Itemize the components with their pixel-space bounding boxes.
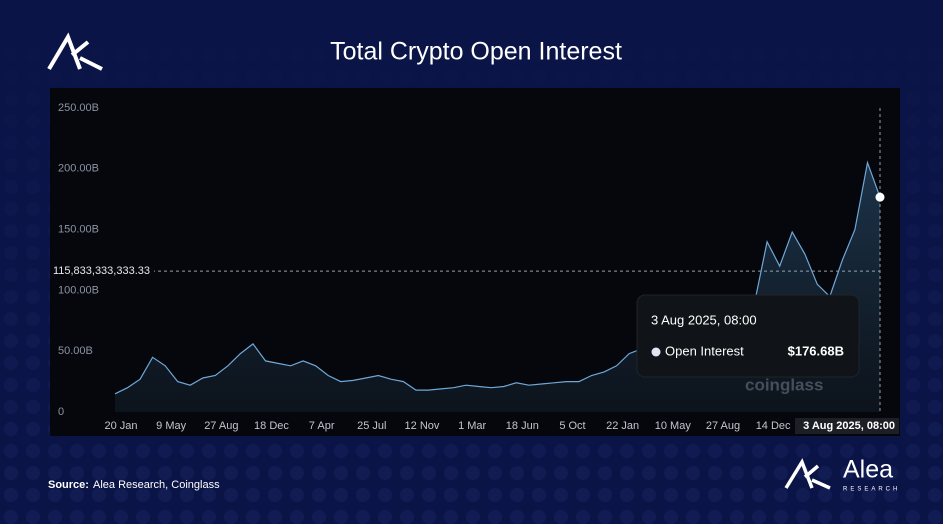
x-tick-label: 25 Jul [357, 420, 386, 432]
x-tick-label: 20 Jan [104, 420, 137, 432]
y-tick-label: 100.00B [58, 284, 99, 296]
x-tick-label: 1 Mar [458, 420, 486, 432]
brand-name: Alea [843, 456, 893, 484]
x-tick-label: 5 Oct [559, 420, 585, 432]
x-tick-label: 22 Jan [606, 420, 639, 432]
source-label: Source: [48, 479, 89, 491]
x-label-highlight [795, 418, 899, 434]
x-tick-label: 18 Dec [254, 420, 289, 432]
tooltip-title: 3 Aug 2025, 08:00 [651, 312, 757, 327]
x-tick-label: 12 Nov [405, 420, 440, 432]
tooltip [636, 294, 860, 378]
x-tick-label: 27 Aug [706, 420, 740, 432]
x-tick-label: 7 Apr [309, 420, 335, 432]
y-tick-label: 150.00B [58, 224, 99, 236]
logo-mark [47, 32, 103, 71]
x-tick-label: 9 May [156, 420, 186, 432]
crosshair-label-bg [50, 263, 154, 280]
x-tick-label: 14 Dec [756, 420, 791, 432]
y-tick-label: 0 [58, 406, 64, 418]
chart-title: Total Crypto Open Interest [330, 38, 622, 66]
x-tick-label: 18 Jun [506, 420, 539, 432]
y-tick-label: 200.00B [58, 163, 99, 175]
x-tick-label: 3 Aug 2025, 08:00 [803, 420, 895, 432]
x-tick-label: 27 Aug [204, 420, 238, 432]
source: Alea Research, Coinglass [93, 479, 220, 491]
brand-mark [784, 458, 831, 490]
brand-tagline: RESEARCH [843, 487, 900, 493]
y-tick-label: 50.00B [58, 345, 93, 357]
y-tick-label: 250.00B [58, 102, 99, 114]
x-tick-label: 10 May [655, 420, 692, 432]
tooltip-series: Open Interest [665, 343, 744, 358]
tooltip-value: $176.68B [788, 343, 844, 358]
plot: 050.00B100.00B150.00B200.00B250.00Bcoing… [50, 102, 899, 434]
crosshair-label: 115,833,333,333.33 [53, 265, 150, 277]
tooltip-swatch [651, 347, 661, 357]
hover-point [875, 192, 885, 202]
